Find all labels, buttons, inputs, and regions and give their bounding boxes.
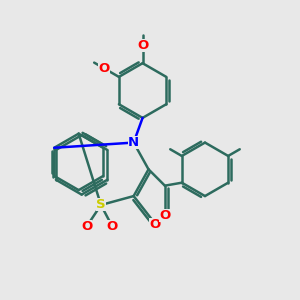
- Text: O: O: [149, 218, 161, 231]
- Text: O: O: [137, 40, 148, 52]
- Text: O: O: [106, 220, 118, 233]
- Text: N: N: [128, 136, 139, 149]
- Text: S: S: [96, 199, 106, 212]
- Text: O: O: [81, 220, 92, 233]
- Text: O: O: [159, 209, 170, 222]
- Text: O: O: [98, 62, 110, 75]
